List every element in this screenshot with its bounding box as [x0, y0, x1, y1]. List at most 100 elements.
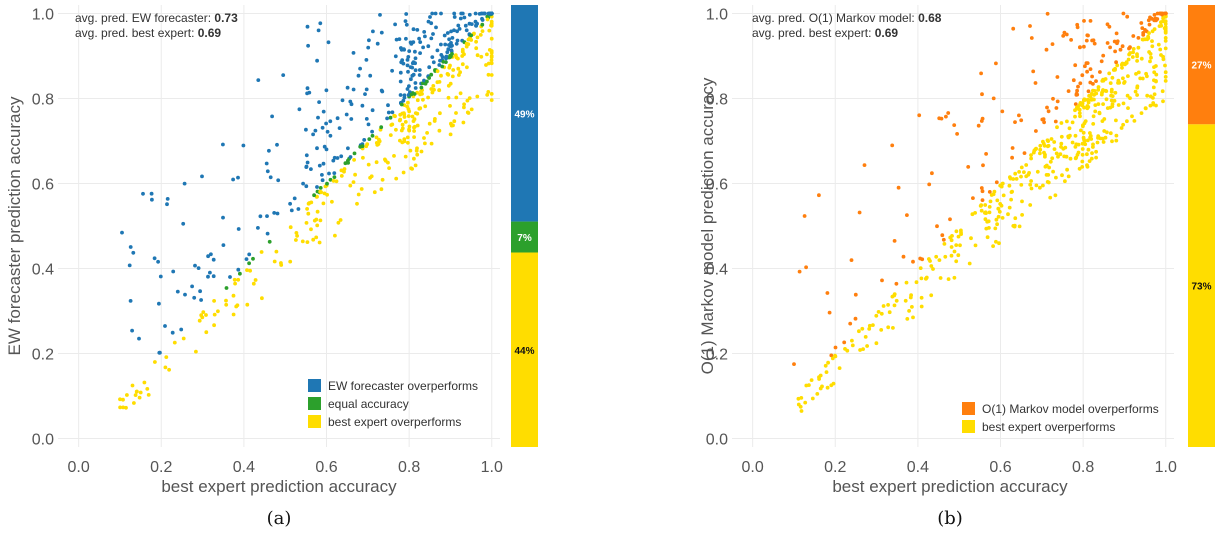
annotation-value: 0.68	[918, 11, 942, 25]
data-point	[969, 236, 973, 241]
data-point	[946, 111, 951, 115]
data-point	[118, 397, 122, 402]
data-point	[440, 64, 445, 69]
data-point	[314, 217, 319, 222]
share-label: 73%	[1191, 282, 1211, 293]
data-point	[1085, 104, 1090, 108]
data-point	[374, 135, 379, 140]
data-point	[318, 189, 323, 194]
data-point	[1043, 154, 1047, 159]
data-point	[857, 329, 861, 334]
data-point	[979, 208, 984, 213]
data-point	[335, 156, 340, 160]
data-point	[165, 202, 169, 207]
data-point	[374, 160, 379, 165]
data-point	[1013, 216, 1018, 221]
data-point	[1118, 47, 1123, 52]
plot-area	[58, 5, 500, 447]
share-label: 27%	[1191, 61, 1211, 72]
data-point	[297, 107, 302, 112]
data-point	[328, 119, 333, 124]
y-axis-label: O(1) Markov model prediction accuracy	[698, 77, 717, 374]
data-point	[1152, 70, 1157, 75]
data-point	[397, 118, 402, 123]
data-point	[1011, 26, 1016, 31]
data-point	[163, 324, 167, 328]
data-point	[1080, 147, 1085, 151]
data-point	[1131, 50, 1135, 55]
share-segment	[1188, 124, 1215, 447]
data-point	[914, 280, 919, 285]
data-point	[333, 233, 337, 238]
annotation-text: avg. pred. EW forecaster:	[75, 11, 214, 25]
data-point	[157, 350, 162, 355]
data-point	[966, 165, 971, 169]
data-point	[1139, 21, 1144, 25]
data-point	[439, 53, 444, 57]
x-tick-label: 1.0	[1155, 459, 1177, 476]
data-point	[428, 15, 432, 19]
data-point	[450, 74, 455, 79]
data-point	[413, 49, 417, 54]
data-point	[1049, 137, 1054, 141]
data-point	[463, 23, 468, 28]
data-point	[1163, 63, 1167, 68]
data-point	[145, 387, 150, 391]
data-point	[956, 234, 961, 239]
annotation: avg. pred. O(1) Markov model: 0.68	[752, 11, 942, 25]
data-point	[418, 51, 422, 55]
data-point	[258, 214, 263, 219]
plot-area	[732, 5, 1174, 447]
data-point	[799, 396, 804, 400]
data-point	[279, 261, 283, 265]
data-point	[193, 263, 197, 268]
data-point	[400, 122, 405, 127]
data-point	[1108, 131, 1113, 136]
data-point	[216, 309, 220, 314]
data-point	[296, 207, 301, 211]
data-point	[212, 312, 217, 317]
data-point	[489, 21, 494, 26]
data-point	[452, 15, 457, 19]
data-point	[453, 53, 458, 58]
data-point	[447, 43, 451, 47]
data-point	[843, 347, 847, 351]
data-point	[405, 135, 410, 140]
data-points	[792, 11, 1168, 413]
data-point	[959, 232, 963, 237]
data-point	[200, 174, 204, 179]
data-point	[324, 121, 328, 126]
data-point	[121, 405, 125, 410]
data-point	[1110, 75, 1115, 80]
data-point	[455, 38, 460, 43]
data-point	[1076, 84, 1080, 89]
data-point	[1094, 79, 1098, 83]
data-point	[1148, 52, 1153, 56]
data-point	[1055, 125, 1059, 130]
data-point	[137, 395, 142, 400]
data-point	[253, 278, 258, 282]
data-point	[1014, 177, 1019, 181]
data-point	[355, 201, 359, 206]
data-point	[437, 63, 442, 67]
data-point	[1073, 63, 1078, 68]
data-point	[444, 54, 449, 59]
data-point	[1040, 117, 1045, 122]
data-point	[200, 315, 205, 320]
data-point	[362, 138, 367, 142]
data-point	[958, 243, 962, 248]
data-point	[1059, 121, 1064, 125]
data-point	[1061, 34, 1066, 38]
data-point	[1151, 96, 1155, 100]
data-point	[905, 317, 910, 321]
data-point	[983, 203, 988, 207]
data-point	[406, 114, 411, 118]
data-point	[1160, 89, 1165, 94]
data-point	[886, 325, 891, 330]
y-tick-label: 0.6	[706, 177, 728, 194]
data-point	[425, 131, 429, 135]
data-point	[231, 312, 236, 317]
legend: O(1) Markov model overperforms best exper…	[962, 402, 1159, 434]
data-point	[334, 179, 339, 184]
data-point	[853, 316, 858, 321]
